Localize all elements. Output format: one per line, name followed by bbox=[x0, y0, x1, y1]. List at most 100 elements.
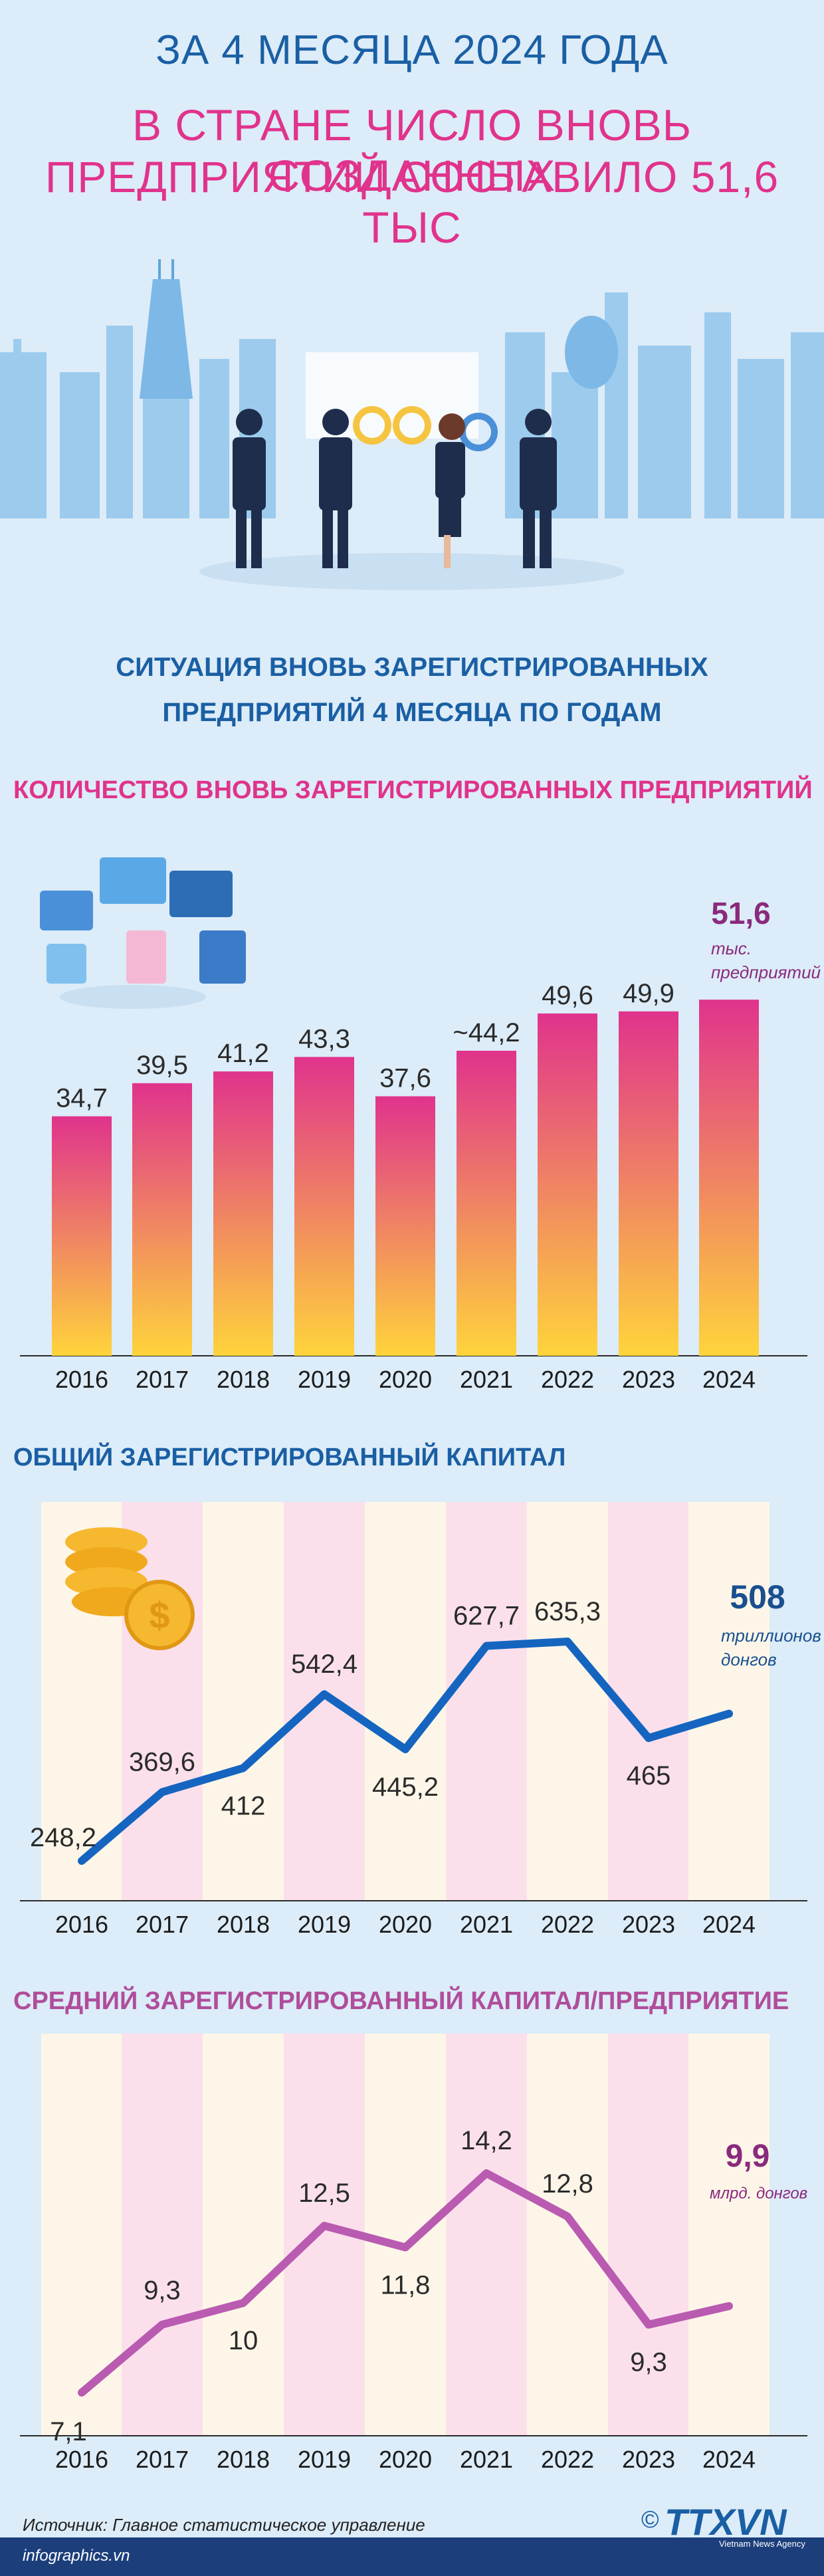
coins-icon: $ bbox=[65, 1527, 195, 1650]
source-note: Источник: Главное статистическое управле… bbox=[23, 2515, 425, 2535]
chart1-category-label: 2021 bbox=[460, 1366, 513, 1393]
chart3-unit-line1: млрд. донгов bbox=[710, 2185, 807, 2202]
chart1-title: КОЛИЧЕСТВО ВНОВЬ ЗАРЕГИСТРИРОВАННЫХ ПРЕД… bbox=[13, 776, 813, 804]
c3-category-label: 2016 bbox=[55, 2446, 108, 2473]
chart1-bar-2024 bbox=[699, 1000, 759, 1356]
copyright-symbol: © bbox=[641, 2506, 659, 2533]
chart1-bar-2018 bbox=[213, 1071, 273, 1356]
footer-website: infographics.vn bbox=[23, 2547, 130, 2565]
c2-column-band bbox=[688, 1502, 770, 1901]
svg-text:$: $ bbox=[149, 1594, 169, 1636]
chart1-category-label: 2023 bbox=[622, 1366, 675, 1393]
c2-column-band bbox=[446, 1502, 527, 1901]
chart1-highlight-value: 51,6 bbox=[711, 896, 771, 930]
c2-value-label: 369,6 bbox=[129, 1748, 195, 1777]
chart2-series-line bbox=[78, 1638, 733, 1865]
c3-value-label: 10 bbox=[229, 2326, 258, 2355]
chart1-bar-2020 bbox=[375, 1096, 435, 1356]
chart1-bar-chart: 34,7 39,5 41,2 43,3 37,6 ~44,2 49,6 49,9 2016 20… bbox=[20, 857, 821, 1393]
c3-column-band bbox=[446, 2034, 527, 2436]
agency-logo: TTXVN bbox=[665, 2501, 787, 2543]
c3-value-label: 9,3 bbox=[144, 2276, 181, 2306]
footer-bar bbox=[0, 2537, 824, 2576]
c3-column-band bbox=[365, 2034, 446, 2436]
c2-value-label: 635,3 bbox=[534, 1597, 601, 1626]
chart1-value-label: 49,6 bbox=[542, 981, 593, 1010]
c3-category-label: 2017 bbox=[136, 2446, 189, 2473]
headline-main-2: ПРЕДПРИЯТИЙ СОСТАВИЛО 51,6 ТЫС bbox=[45, 152, 779, 252]
chart1-category-label: 2024 bbox=[702, 1366, 756, 1393]
c3-column-band bbox=[41, 2034, 122, 2436]
chart1-bar-2022 bbox=[538, 1013, 597, 1356]
c2-value-label: 627,7 bbox=[453, 1601, 520, 1630]
c3-category-label: 2018 bbox=[217, 2446, 270, 2473]
c2-category-label: 2022 bbox=[541, 1911, 594, 1938]
chart1-category-label: 2016 bbox=[55, 1366, 108, 1393]
c3-column-band bbox=[203, 2034, 284, 2436]
chart1-bar-2021 bbox=[457, 1051, 516, 1356]
data-center-icon bbox=[40, 857, 246, 1009]
c3-column-band bbox=[122, 2034, 203, 2436]
headline-period: ЗА 4 МЕСЯЦА 2024 ГОДА bbox=[155, 27, 669, 73]
chart1-value-label: 39,5 bbox=[136, 1051, 188, 1080]
chart1-category-label: 2020 bbox=[379, 1366, 432, 1393]
c2-category-label: 2018 bbox=[217, 1911, 270, 1938]
chart1-value-label: 34,7 bbox=[56, 1084, 108, 1113]
c3-value-label: 12,8 bbox=[542, 2169, 593, 2199]
chart2-line-chart: $ 248,2 369,6 412 542,4 445,2 627,7 635,3 465 2… bbox=[20, 1502, 821, 1938]
c3-value-label: 14,2 bbox=[461, 2126, 512, 2155]
c2-value-label: 445,2 bbox=[372, 1772, 439, 1802]
c2-value-label: 542,4 bbox=[291, 1650, 358, 1679]
chart1-value-label: 41,2 bbox=[217, 1039, 269, 1068]
agency-logo-subtitle: Vietnam News Agency bbox=[719, 2539, 805, 2549]
chart1-category-label: 2017 bbox=[136, 1366, 189, 1393]
chart2-title: ОБЩИЙ ЗАРЕГИСТРИРОВАННЫЙ КАПИТАЛ bbox=[13, 1444, 566, 1471]
chart1-unit-line2: предприятий bbox=[711, 962, 821, 982]
chart3-line-chart: 7,1 9,3 10 12,5 11,8 14,2 12,8 9,3 2016 2017 2018… bbox=[20, 2034, 807, 2473]
section-title-line1: СИТУАЦИЯ ВНОВЬ ЗАРЕГИСТРИРОВАННЫХ bbox=[116, 653, 708, 682]
c2-value-label: 248,2 bbox=[30, 1823, 96, 1852]
c2-column-band bbox=[203, 1502, 284, 1901]
chart1-bar-2023 bbox=[619, 1011, 678, 1356]
c3-category-label: 2022 bbox=[541, 2446, 594, 2473]
c2-value-label: 412 bbox=[221, 1791, 266, 1820]
c3-value-label: 11,8 bbox=[381, 2271, 431, 2300]
chart3-series-line bbox=[78, 2169, 733, 2397]
chart1-bar-2019 bbox=[294, 1057, 354, 1356]
chart2-unit-line1: триллионов bbox=[721, 1626, 821, 1646]
c3-category-label: 2021 bbox=[460, 2446, 513, 2473]
chart1-value-label: 49,9 bbox=[623, 979, 674, 1008]
chart3-title: СРЕДНИЙ ЗАРЕГИСТРИРОВАННЫЙ КАПИТАЛ/ПРЕДП… bbox=[13, 1987, 789, 2015]
c2-column-band bbox=[527, 1502, 608, 1901]
chart1-category-label: 2022 bbox=[541, 1366, 594, 1393]
c2-category-label: 2023 bbox=[622, 1911, 675, 1938]
c3-value-label: 7,1 bbox=[50, 2417, 87, 2446]
c3-column-band bbox=[527, 2034, 608, 2436]
section-title-line2: ПРЕДПРИЯТИЙ 4 МЕСЯЦА ПО ГОДАМ bbox=[162, 698, 662, 727]
chart2-unit-line2: донгов bbox=[721, 1650, 777, 1669]
chart1-value-label: 37,6 bbox=[379, 1064, 431, 1093]
chart3-highlight-value: 9,9 bbox=[726, 2139, 770, 2174]
chart1-value-label: 43,3 bbox=[298, 1024, 350, 1053]
headline-main-1: В СТРАНЕ ЧИСЛО ВНОВЬ СОЗДАННЫХ bbox=[132, 100, 692, 200]
c3-category-label: 2019 bbox=[298, 2446, 351, 2473]
c3-column-band bbox=[608, 2034, 689, 2436]
chart1-category-label: 2019 bbox=[298, 1366, 351, 1393]
chart2-highlight-value: 508 bbox=[730, 1578, 785, 1616]
c2-category-label: 2016 bbox=[55, 1911, 108, 1938]
c3-value-label: 9,3 bbox=[630, 2348, 667, 2377]
c3-category-label: 2024 bbox=[702, 2446, 756, 2473]
c2-category-label: 2020 bbox=[379, 1911, 432, 1938]
c2-category-label: 2017 bbox=[136, 1911, 189, 1938]
c2-column-band bbox=[365, 1502, 446, 1901]
chart1-bar-2016 bbox=[52, 1116, 112, 1356]
c3-column-band bbox=[688, 2034, 770, 2436]
c2-category-label: 2021 bbox=[460, 1911, 513, 1938]
c3-value-label: 12,5 bbox=[298, 2179, 350, 2208]
chart1-category-label: 2018 bbox=[217, 1366, 270, 1393]
business-skyline-illustration bbox=[0, 259, 824, 590]
chart1-value-label: ~44,2 bbox=[453, 1018, 520, 1047]
c2-column-band bbox=[284, 1502, 365, 1901]
chart1-bar-2017 bbox=[132, 1083, 192, 1356]
c2-category-label: 2019 bbox=[298, 1911, 351, 1938]
